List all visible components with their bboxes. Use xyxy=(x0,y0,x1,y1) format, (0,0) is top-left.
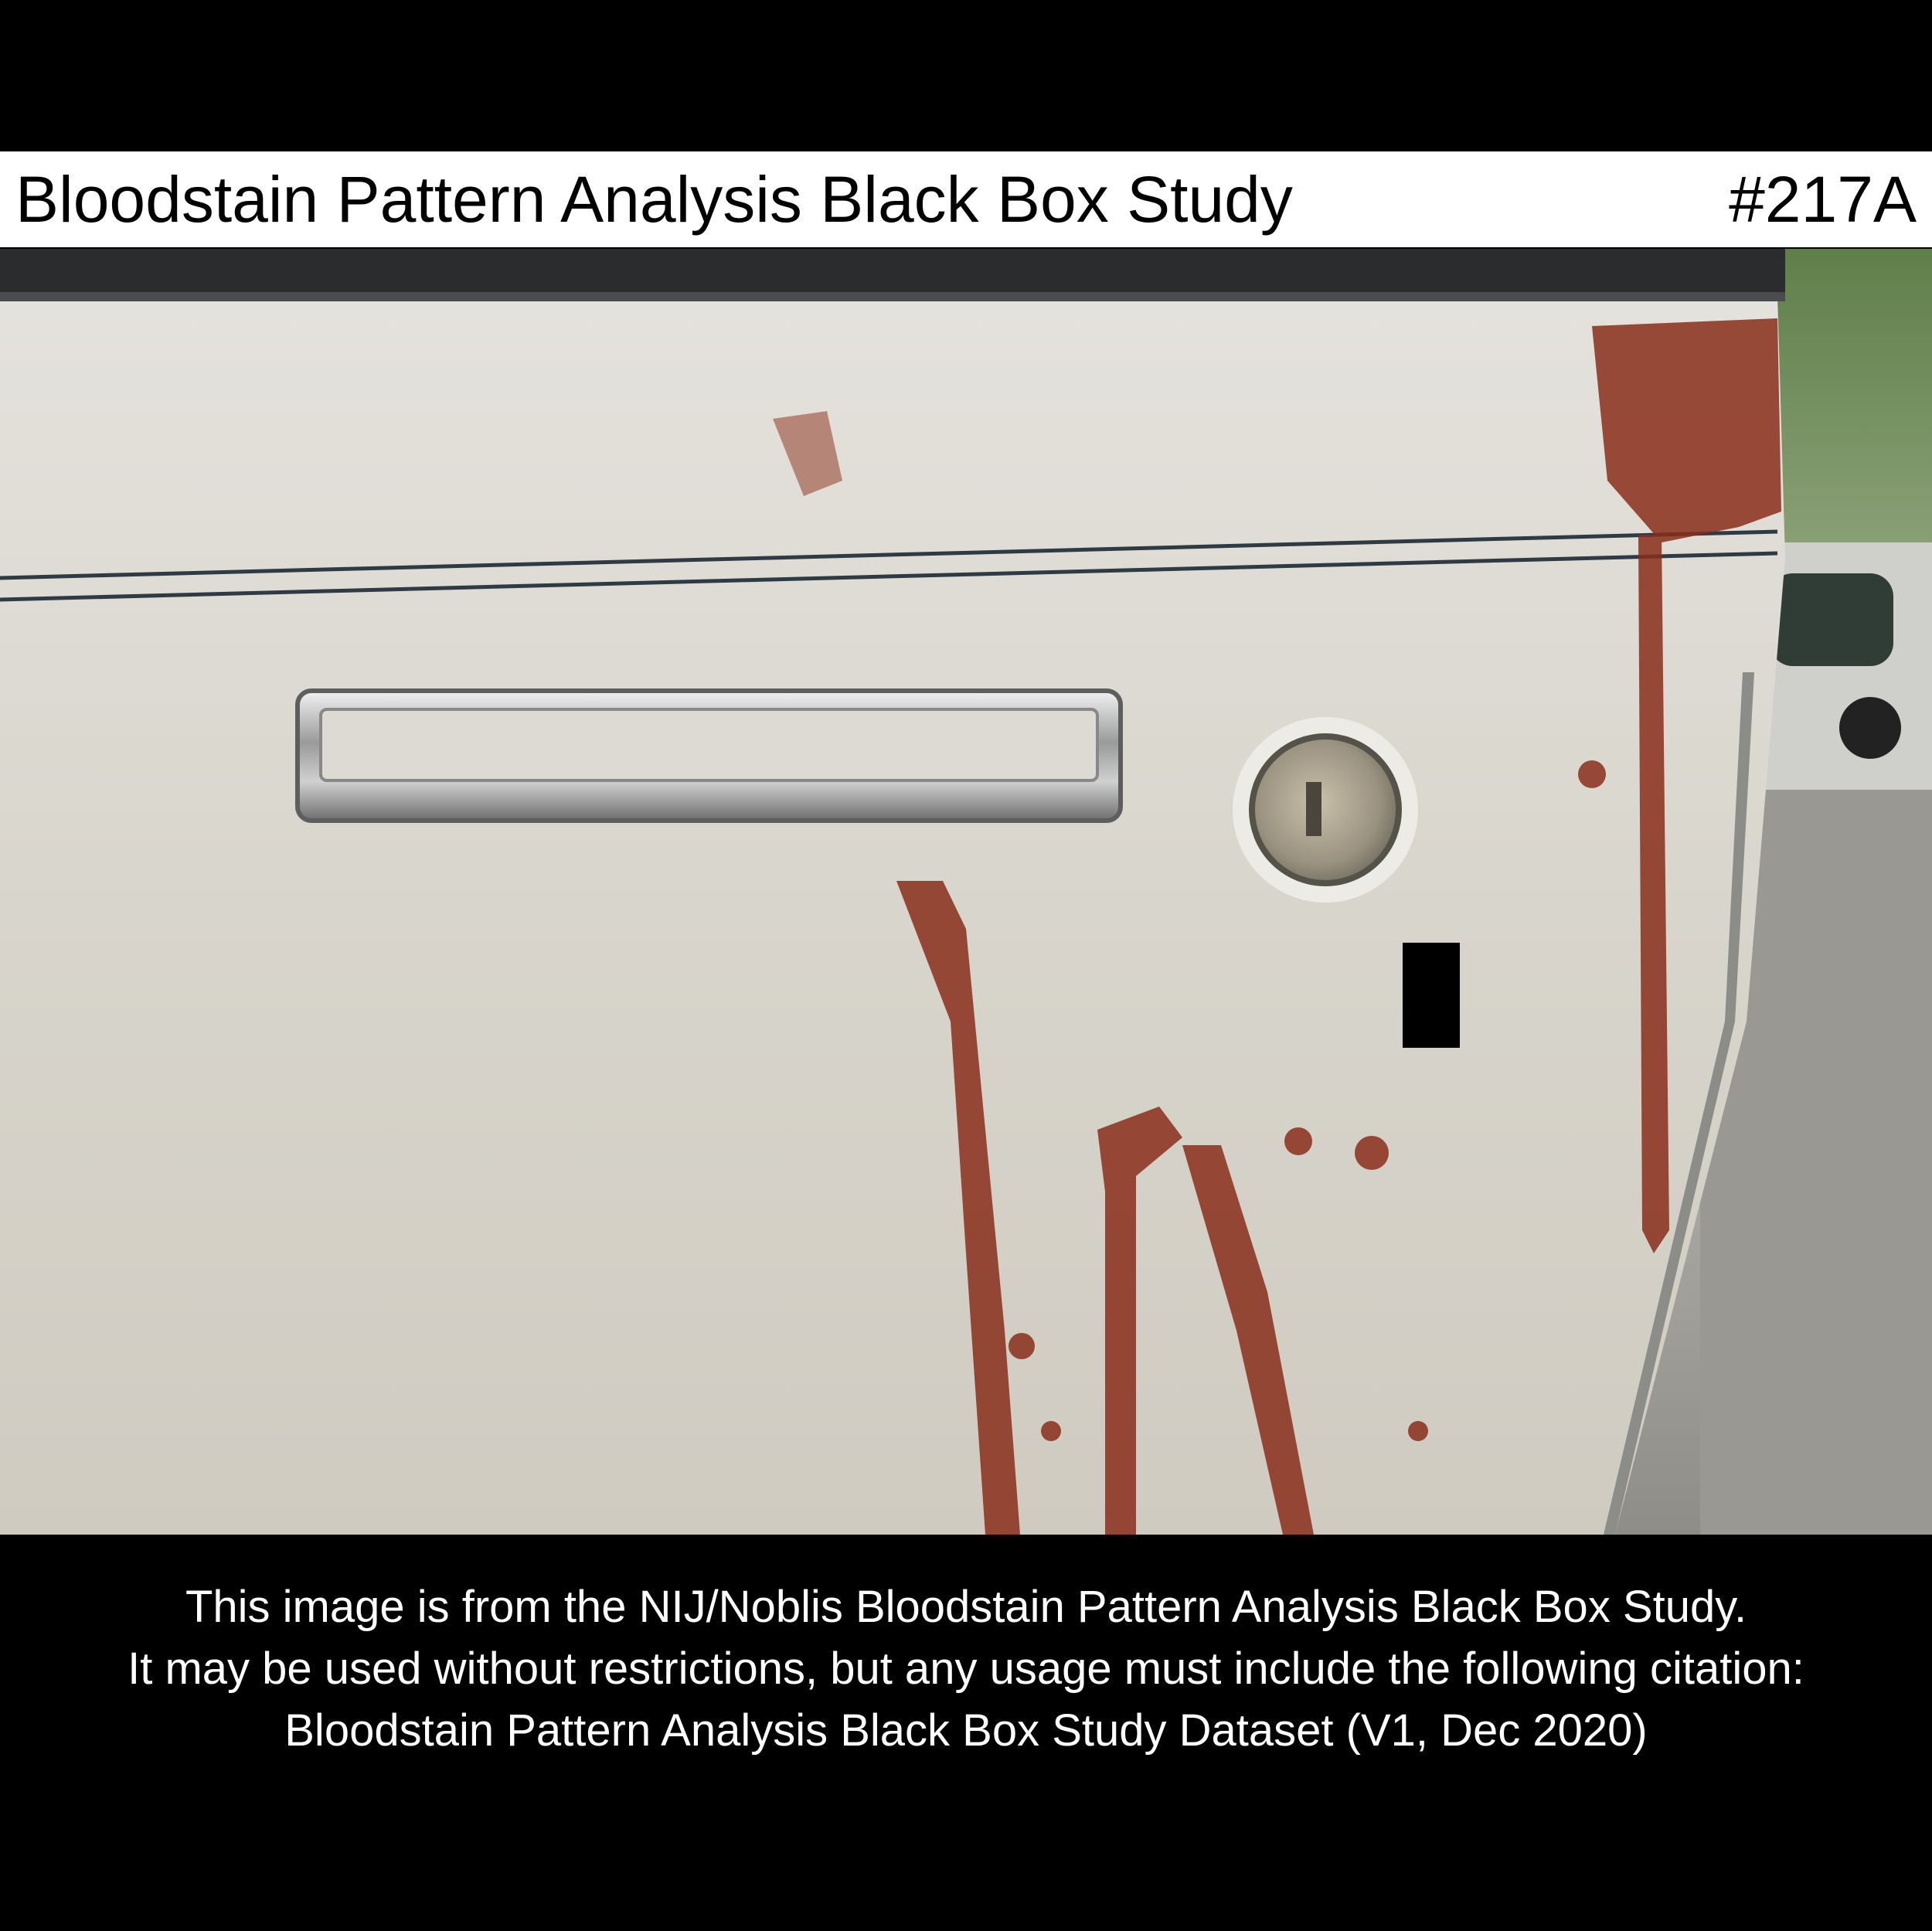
citation-caption: This image is from the NIJ/Noblis Bloods… xyxy=(0,1576,1932,1762)
caption-line-1: This image is from the NIJ/Noblis Bloods… xyxy=(185,1582,1747,1632)
case-id: #217A xyxy=(1729,163,1917,236)
caption-line-2: It may be used without restrictions, but… xyxy=(128,1644,1804,1694)
title-bar xyxy=(0,151,1932,247)
evidence-photo xyxy=(0,249,1932,1535)
caption-line-3: Bloodstain Pattern Analysis Black Box St… xyxy=(284,1705,1648,1756)
top-black-band xyxy=(0,0,1932,151)
study-title: Bloodstain Pattern Analysis Black Box St… xyxy=(15,163,1293,236)
